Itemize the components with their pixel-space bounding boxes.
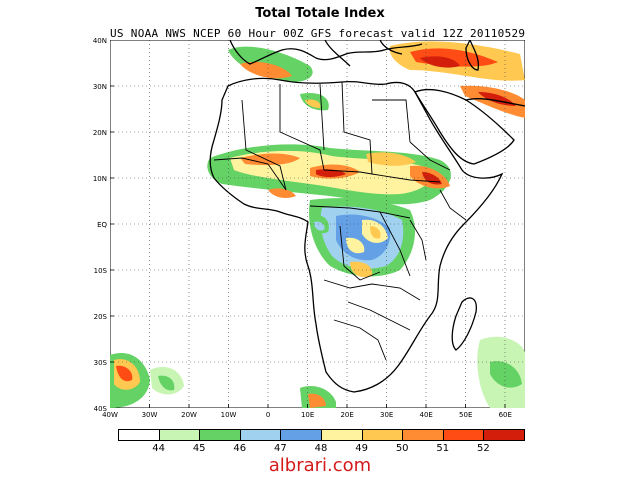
axis-ticks (110, 85, 506, 408)
index-fields (110, 41, 525, 408)
legend-swatch (199, 429, 241, 441)
longitude-label: 0 (266, 411, 270, 419)
longitude-label: 20E (340, 411, 353, 419)
longitude-label: 30W (142, 411, 158, 419)
longitude-label: 50E (459, 411, 472, 419)
latitude-label: EQ (97, 221, 107, 229)
legend-level-label: 50 (395, 443, 409, 454)
latitude-label: 30N (93, 83, 107, 91)
map-frame (110, 40, 525, 408)
legend-swatch (402, 429, 444, 441)
legend-level-label: 52 (477, 443, 490, 454)
legend-swatch (361, 429, 404, 441)
legend-swatch (239, 429, 282, 441)
latitude-label: 40S (94, 405, 108, 413)
latitude-label: 30S (94, 359, 108, 367)
legend-level-label: 49 (355, 443, 368, 454)
longitude-label: 10E (301, 411, 314, 419)
legend-level-label: 47 (274, 443, 287, 454)
longitude-label: 30E (380, 411, 393, 419)
legend-swatch (158, 429, 201, 441)
latitude-label: 20N (93, 129, 107, 137)
legend-level-label: 45 (192, 443, 206, 454)
legend-level-label: 44 (152, 443, 165, 454)
latitude-label: 10S (94, 267, 108, 275)
latitude-label: 20S (94, 313, 108, 321)
watermark-text: albrari.com (268, 455, 372, 476)
legend-level-label: 46 (233, 443, 247, 454)
legend-labels: 44 45 46 47 48 49 50 51 52 (118, 443, 524, 457)
map-title: Total Totale Index (255, 6, 385, 21)
legend-swatch (118, 429, 160, 441)
longitude-label: 60E (499, 411, 512, 419)
longitude-label: 20W (181, 411, 197, 419)
map-subtitle: US NOAA NWS NCEP 60 Hour 00Z GFS forecas… (110, 27, 526, 40)
legend-swatch (483, 429, 525, 441)
country-borders (213, 81, 467, 361)
coastlines (209, 40, 525, 393)
legend-level-label: 48 (314, 443, 328, 454)
latitude-label: 10N (93, 175, 107, 183)
legend-swatch (321, 429, 363, 441)
legend-swatch (280, 429, 322, 441)
longitude-label: 40W (102, 411, 118, 419)
legend-swatch (442, 429, 485, 441)
latitude-label: 40N (93, 37, 107, 45)
color-legend (118, 429, 525, 443)
legend-level-label: 51 (436, 443, 450, 454)
longitude-label: 40E (420, 411, 433, 419)
longitude-label: 10W (221, 411, 237, 419)
